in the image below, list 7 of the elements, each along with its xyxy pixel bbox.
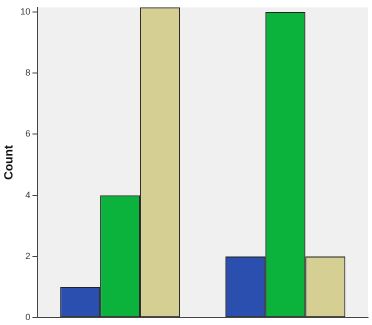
- y-tick-label: 2: [25, 250, 30, 261]
- y-tick-label: 6: [25, 128, 30, 139]
- y-tick-label: 10: [20, 6, 30, 16]
- y-tick-label: 4: [25, 190, 30, 200]
- y-tick-label: 8: [25, 68, 30, 78]
- y-axis-title: Count: [2, 145, 16, 180]
- y-tick-label: 0: [25, 312, 30, 322]
